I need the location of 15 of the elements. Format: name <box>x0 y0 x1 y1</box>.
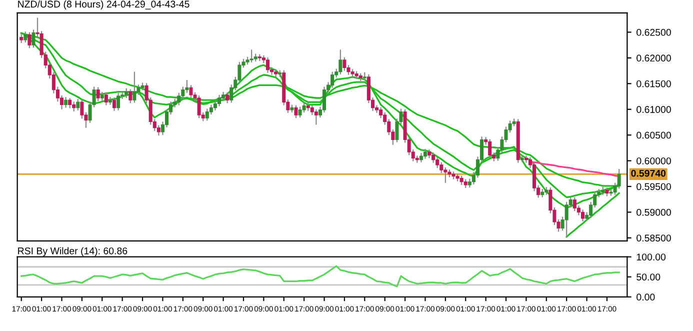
y-tick-label: 0.60500 <box>636 132 671 139</box>
y-tick-label: 0.60000 <box>636 157 671 164</box>
y-tick-label: 0.00 <box>636 294 655 301</box>
y-tick-label: 0.61500 <box>636 80 671 88</box>
y-tick-label: 0.61000 <box>636 106 671 113</box>
y-tick-label: 0.62000 <box>636 54 671 62</box>
y-tick-label: 100.00 <box>636 254 666 260</box>
y-tick-label: 0.58500 <box>636 234 671 242</box>
chart-title: RSI By Wilder (14): 60.86 <box>18 247 128 256</box>
y-tick-label: 0.59500 <box>636 183 671 190</box>
ref-line-label: 0.59740 <box>631 170 666 177</box>
y-tick-label: 0.62500 <box>636 28 671 36</box>
y-tick-label: 50.00 <box>636 274 660 280</box>
y-tick-label: 0.59000 <box>636 208 671 216</box>
chart-title: NZD/USD (8 Hours) 24-04-29_04-43-45 <box>18 0 190 10</box>
